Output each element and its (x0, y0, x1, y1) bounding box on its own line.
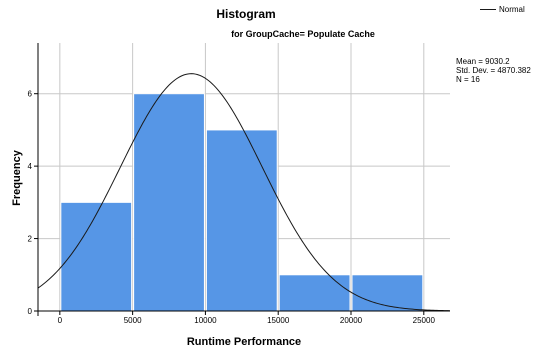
stat-std-dev: Std. Dev. = 4870.382 (456, 66, 531, 75)
histogram-bar (278, 274, 351, 312)
x-tick-label: 25000 (413, 316, 436, 325)
y-tick-label: 6 (28, 90, 33, 99)
stat-mean: Mean = 9030.2 (456, 57, 510, 66)
x-tick-labels: 0 5000 10000 15000 20000 25000 (58, 316, 436, 325)
y-tick-label: 2 (28, 235, 33, 244)
histogram-bar (133, 93, 205, 312)
histogram-bar (60, 201, 133, 312)
legend-line-swatch (480, 9, 496, 10)
histogram-bar (205, 129, 278, 312)
chart-legend: Normal (480, 5, 525, 14)
axes (34, 43, 450, 316)
x-tick-label: 0 (58, 316, 63, 325)
legend-label: Normal (499, 5, 525, 14)
normal-curve (37, 73, 451, 312)
y-axis-label: Frequency (11, 149, 23, 206)
chart-subtitle: for GroupCache= Populate Cache (231, 29, 375, 39)
x-tick-label: 20000 (340, 316, 363, 325)
y-tick-label: 0 (28, 307, 33, 316)
x-axis-label: Runtime Performance (187, 336, 301, 348)
chart-title: Histogram (216, 7, 275, 21)
histogram-bars (60, 93, 424, 312)
x-tick-label: 10000 (194, 316, 217, 325)
stat-n: N = 16 (456, 75, 480, 84)
y-tick-label: 4 (28, 162, 33, 171)
statistics-box: Mean = 9030.2 Std. Dev. = 4870.382 N = 1… (456, 57, 531, 84)
x-tick-label: 15000 (267, 316, 290, 325)
x-tick-label: 5000 (124, 316, 142, 325)
y-tick-labels: 0 2 4 6 (28, 90, 33, 316)
